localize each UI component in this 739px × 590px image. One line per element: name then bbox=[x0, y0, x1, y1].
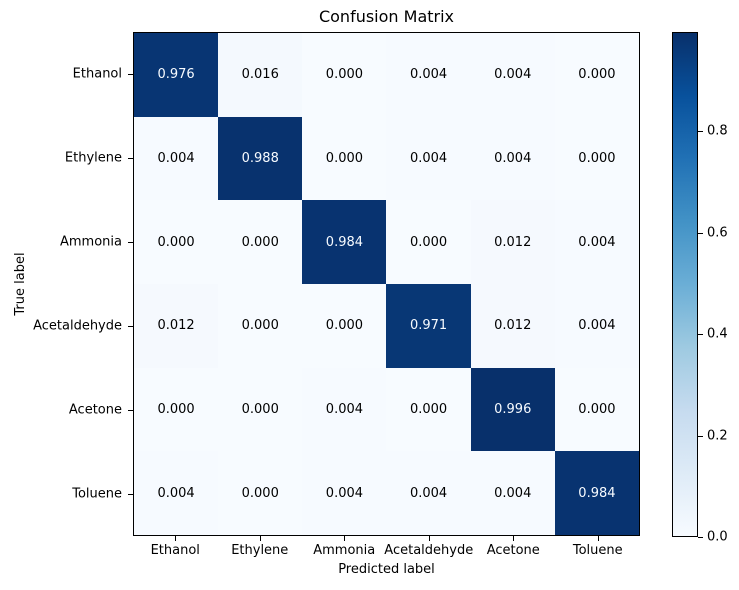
colorbar-tick-label: 0.6 bbox=[707, 225, 728, 241]
x-tick-label: Acetone bbox=[486, 543, 540, 558]
x-tick-mark bbox=[175, 536, 177, 541]
x-tick-mark bbox=[513, 536, 515, 541]
matrix-cell: 0.976 bbox=[134, 33, 219, 117]
x-tick-mark bbox=[344, 536, 346, 541]
matrix-cell: 0.000 bbox=[302, 116, 387, 201]
x-tick-mark bbox=[259, 536, 261, 541]
matrix-cell: 0.004 bbox=[554, 283, 639, 368]
matrix-cell: 0.000 bbox=[386, 367, 471, 452]
x-tick-mark bbox=[428, 536, 430, 541]
matrix-cell: 0.984 bbox=[554, 451, 639, 535]
colorbar-tick-mark bbox=[698, 232, 703, 234]
matrix-cell: 0.004 bbox=[134, 116, 219, 201]
y-tick-mark bbox=[128, 410, 133, 411]
x-tick-label: Toluene bbox=[572, 543, 623, 558]
y-tick-label: Ethylene bbox=[64, 150, 122, 166]
y-tick-mark bbox=[128, 74, 133, 75]
y-tick-label: Ammonia bbox=[60, 234, 122, 250]
matrix-cell: 0.000 bbox=[218, 367, 303, 452]
matrix-cell: 0.004 bbox=[470, 33, 555, 117]
matrix-cell: 0.984 bbox=[302, 200, 387, 284]
matrix-cell: 0.004 bbox=[302, 451, 387, 535]
colorbar-tick-label: 0.4 bbox=[707, 326, 728, 342]
matrix-cell: 0.012 bbox=[470, 283, 555, 368]
colorbar-tick-mark bbox=[698, 131, 703, 133]
matrix-cell: 0.012 bbox=[470, 200, 555, 284]
colorbar-tick-mark bbox=[698, 435, 703, 437]
y-tick-label: Ethanol bbox=[72, 66, 122, 82]
x-tick-label: Acetaldehyde bbox=[384, 543, 474, 558]
matrix-cell: 0.000 bbox=[554, 367, 639, 452]
heatmap-plot-area: 0.976 0.016 0.000 0.004 0.004 0.000 0.004 0.988… bbox=[133, 32, 640, 536]
matrix-cell: 0.971 bbox=[386, 283, 471, 368]
matrix-cell: 0.000 bbox=[302, 283, 387, 368]
matrix-cell: 0.012 bbox=[134, 283, 219, 368]
y-tick-label: Acetaldehyde bbox=[33, 318, 122, 334]
y-tick-label: Acetone bbox=[68, 402, 122, 418]
y-tick-mark bbox=[128, 494, 133, 495]
matrix-cell: 0.004 bbox=[134, 451, 219, 535]
matrix-cell: 0.000 bbox=[218, 200, 303, 284]
colorbar-tick-label: 0.8 bbox=[707, 123, 728, 139]
y-tick-mark bbox=[128, 158, 133, 159]
matrix-cell: 0.004 bbox=[470, 116, 555, 201]
matrix-cell: 0.000 bbox=[218, 283, 303, 368]
matrix-cell: 0.004 bbox=[386, 33, 471, 117]
y-tick-mark bbox=[128, 242, 133, 243]
colorbar-tick-mark bbox=[698, 537, 703, 538]
matrix-cell: 0.004 bbox=[554, 200, 639, 284]
y-tick-mark bbox=[128, 326, 133, 327]
x-axis-label: Predicted label bbox=[338, 562, 435, 577]
matrix-cell: 0.004 bbox=[470, 451, 555, 535]
chart-title: Confusion Matrix bbox=[318, 7, 455, 26]
colorbar-tick-label: 0.0 bbox=[707, 529, 728, 545]
x-tick-label: Ammonia bbox=[313, 543, 376, 558]
matrix-cell: 0.000 bbox=[134, 200, 219, 284]
x-tick-label: Ethanol bbox=[150, 543, 200, 558]
matrix-cell: 0.000 bbox=[302, 33, 387, 117]
matrix-cell: 0.004 bbox=[386, 451, 471, 535]
y-tick-label: Toluene bbox=[72, 486, 122, 502]
matrix-cell: 0.000 bbox=[554, 116, 639, 201]
matrix-cell: 0.004 bbox=[386, 116, 471, 201]
x-tick-label: Ethylene bbox=[231, 543, 289, 558]
colorbar-tick-mark bbox=[698, 334, 703, 336]
matrix-cell: 0.988 bbox=[218, 116, 303, 201]
matrix-cell: 0.000 bbox=[134, 367, 219, 452]
y-axis-label: True label bbox=[13, 252, 28, 316]
x-tick-mark bbox=[597, 536, 599, 541]
matrix-cell: 0.000 bbox=[218, 451, 303, 535]
matrix-cell: 0.000 bbox=[554, 33, 639, 117]
matrix-cell: 0.000 bbox=[386, 200, 471, 284]
matrix-cell: 0.004 bbox=[302, 367, 387, 452]
colorbar-tick-label: 0.2 bbox=[707, 428, 728, 444]
matrix-cell: 0.996 bbox=[470, 367, 555, 452]
matrix-cell: 0.016 bbox=[218, 33, 303, 117]
colorbar bbox=[672, 32, 698, 537]
